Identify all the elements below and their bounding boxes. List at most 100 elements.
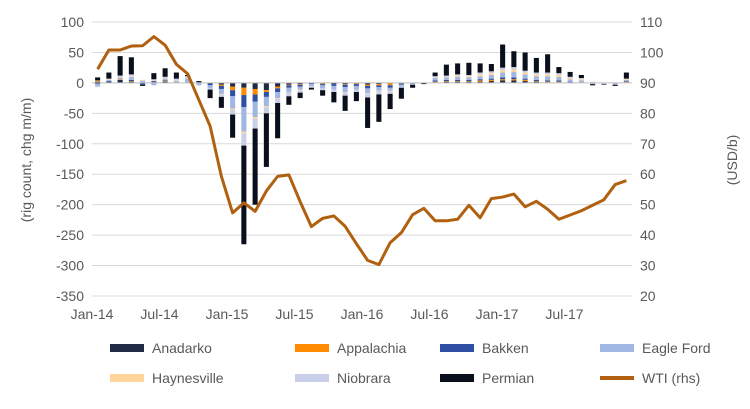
legend-swatch (600, 344, 634, 352)
bar-bakken (567, 81, 573, 83)
bar-appalachia (522, 79, 528, 82)
bar-permian (95, 77, 101, 81)
bar-haynesville (128, 76, 134, 77)
bar-permian (263, 113, 269, 167)
legend-swatch (295, 374, 329, 382)
legend-label: Eagle Ford (642, 340, 711, 356)
bar-haynesville (365, 93, 371, 94)
bar-permian (297, 92, 303, 99)
bar-bakken (263, 92, 269, 97)
bar-permian (387, 93, 393, 110)
x-tick-label: Jan-17 (476, 306, 519, 322)
bar-haynesville (488, 73, 494, 75)
bar-appalachia (556, 81, 562, 83)
bar-appalachia (128, 81, 134, 82)
bar-permian (612, 84, 618, 86)
bar-appalachia (466, 81, 472, 82)
legend-swatch (440, 374, 474, 382)
bar-niobrara (500, 67, 506, 71)
bar-appalachia (162, 81, 168, 82)
bar-niobrara (601, 83, 607, 85)
bar-anadarko (376, 82, 382, 85)
bar-niobrara (455, 74, 461, 76)
bar-niobrara (128, 74, 134, 77)
bar-niobrara (162, 76, 168, 79)
bar-anadarko (218, 82, 224, 85)
bar-niobrara (297, 90, 303, 93)
bar-appalachia (432, 81, 438, 83)
legend-swatch (600, 376, 634, 380)
y2-tick-label: 90 (640, 75, 656, 91)
bar-appalachia (95, 81, 101, 82)
legend-swatch (440, 344, 474, 352)
bar-haynesville (522, 72, 528, 75)
bar-haynesville (151, 80, 157, 82)
bar-permian (308, 87, 314, 90)
y2-tick-label: 80 (640, 105, 656, 121)
bar-permian (511, 51, 517, 68)
legend-item: Eagle Ford (600, 340, 710, 356)
y2-tick-label: 60 (640, 166, 656, 182)
legend: Anadarko Appalachia Bakken Eagle Ford Haynes… (100, 340, 710, 402)
bar-eagle-ford (455, 76, 461, 80)
legend-swatch (110, 374, 144, 382)
bar-eagle-ford (320, 85, 326, 89)
bar-appalachia (511, 79, 517, 81)
bar-niobrara (353, 89, 359, 93)
bar-niobrara (590, 81, 596, 83)
bar-permian (207, 89, 213, 99)
legend-item: Bakken (440, 340, 529, 356)
bar-bakken (241, 95, 247, 108)
bar-niobrara (365, 93, 371, 98)
bar-haynesville (387, 90, 393, 92)
y-tick-label: -150 (56, 166, 84, 182)
bar-haynesville (623, 79, 629, 80)
bar-bakken (207, 83, 213, 86)
bar-bakken (353, 84, 359, 86)
bar-bakken (140, 82, 146, 85)
bar-eagle-ford (477, 76, 483, 80)
bar-haynesville (230, 108, 236, 110)
x-tick-label: Jul-14 (140, 306, 178, 322)
bar-haynesville (376, 90, 382, 92)
bar-permian (443, 64, 449, 76)
bar-anadarko (365, 82, 371, 85)
bar-appalachia (297, 84, 303, 85)
bar-eagle-ford (443, 77, 449, 80)
bar-eagle-ford (387, 87, 393, 91)
x-tick-label: Jul-15 (275, 306, 313, 322)
bar-haynesville (173, 80, 179, 82)
wti-line (96, 35, 627, 267)
bar-anadarko (95, 81, 101, 83)
bar-anadarko (286, 82, 292, 85)
bar-permian (500, 44, 506, 68)
bar-eagle-ford (376, 87, 382, 91)
bar-permian (128, 57, 134, 75)
bar-eagle-ford (410, 83, 416, 85)
bar-eagle-ford (545, 76, 551, 81)
bar-appalachia (500, 79, 506, 81)
y-tick-label: -300 (56, 258, 84, 274)
bar-eagle-ford (275, 92, 281, 99)
bar-haynesville (286, 92, 292, 94)
bar-bakken (128, 79, 134, 82)
bar-niobrara (320, 88, 326, 91)
bar-eagle-ford (117, 77, 123, 80)
bar-haynesville (218, 93, 224, 95)
bar-bakken (320, 84, 326, 86)
bar-niobrara (612, 84, 618, 85)
bar-appalachia (286, 84, 292, 86)
bar-bakken (218, 85, 224, 89)
bar-anadarko (342, 82, 348, 85)
bar-permian (331, 92, 337, 103)
bar-permian (151, 73, 157, 80)
bar-niobrara (207, 88, 213, 90)
bar-haynesville (556, 74, 562, 77)
bar-permian (567, 71, 573, 77)
bar-eagle-ford (567, 79, 573, 82)
bar-bakken (455, 79, 461, 82)
bar-haynesville (162, 78, 168, 79)
bar-eagle-ford (308, 84, 314, 86)
bar-anadarko (275, 82, 281, 87)
bar-niobrara (443, 75, 449, 77)
